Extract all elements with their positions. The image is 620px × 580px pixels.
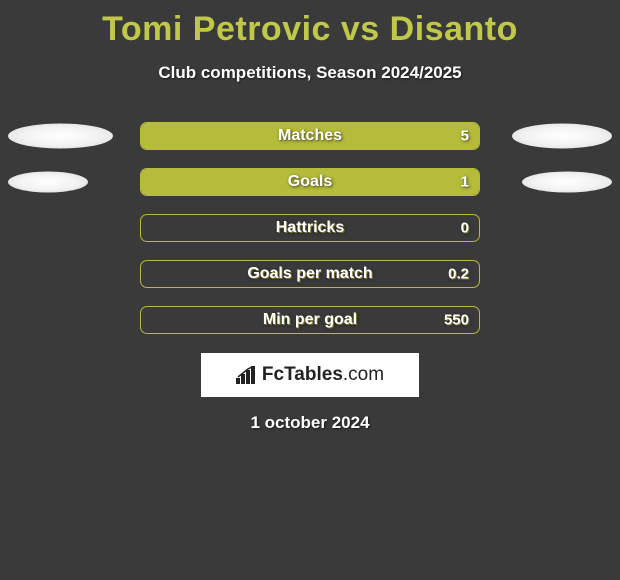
- subtitle: Club competitions, Season 2024/2025: [0, 49, 620, 83]
- stat-row: Min per goal550: [0, 297, 620, 343]
- stat-label: Hattricks: [141, 219, 479, 237]
- player-avatar-left: [8, 172, 88, 193]
- stat-bar: Matches5: [140, 122, 480, 150]
- stat-bars-container: Matches5Goals1Hattricks0Goals per match0…: [0, 83, 620, 343]
- stat-bar-fill: [141, 123, 479, 149]
- logo-prefix: Fc: [262, 364, 284, 385]
- stat-value: 0.2: [448, 266, 469, 283]
- date-text: 1 october 2024: [0, 397, 620, 433]
- stat-bar: Goals1: [140, 168, 480, 196]
- stat-label: Min per goal: [141, 311, 479, 329]
- fctables-logo: FcTables.com: [201, 353, 419, 397]
- logo-suffix: Tables: [284, 364, 343, 385]
- logo-tld: .com: [343, 364, 384, 385]
- stat-row: Goals1: [0, 159, 620, 205]
- stat-bar-fill: [141, 169, 479, 195]
- chart-icon: [236, 366, 258, 384]
- stat-label: Goals per match: [141, 265, 479, 283]
- stat-bar: Goals per match0.2: [140, 260, 480, 288]
- player-avatar-left: [8, 124, 113, 149]
- stat-row: Goals per match0.2: [0, 251, 620, 297]
- stat-value: 0: [461, 220, 469, 237]
- player-avatar-right: [512, 124, 612, 149]
- page-title: Tomi Petrovic vs Disanto: [0, 0, 620, 49]
- stat-bar: Hattricks0: [140, 214, 480, 242]
- stat-bar: Min per goal550: [140, 306, 480, 334]
- stat-value: 550: [444, 312, 469, 329]
- player-avatar-right: [522, 172, 612, 193]
- stat-row: Hattricks0: [0, 205, 620, 251]
- stat-row: Matches5: [0, 113, 620, 159]
